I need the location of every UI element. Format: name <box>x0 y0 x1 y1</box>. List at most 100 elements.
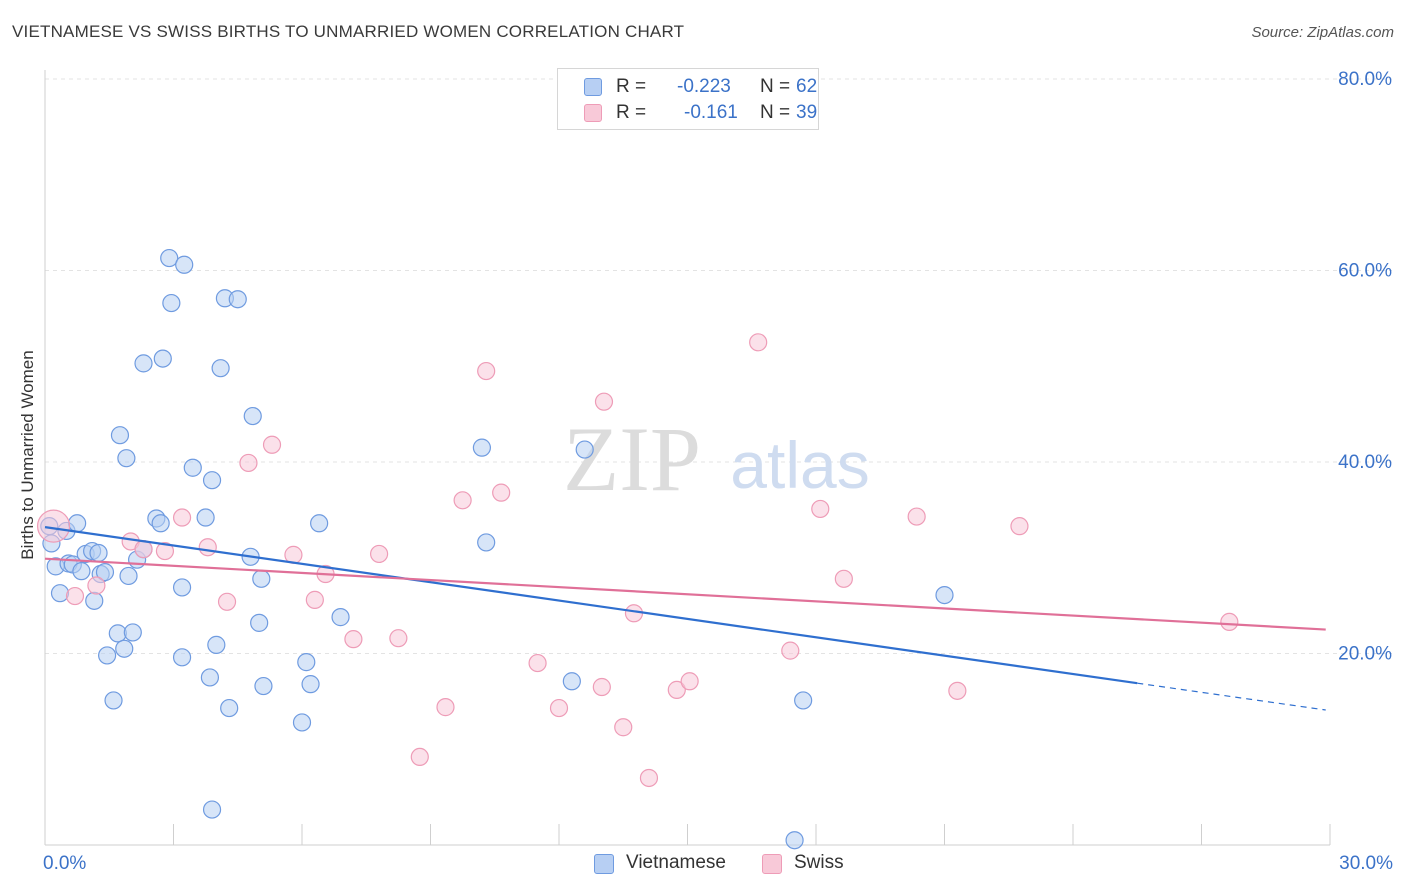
trendline-extension-vietnamese <box>1137 682 1326 711</box>
point-vietnamese <box>310 514 329 533</box>
point-vietnamese <box>297 653 316 672</box>
y-tick-label: 80.0% <box>1338 69 1392 90</box>
y-tick-label: 20.0% <box>1338 644 1392 665</box>
point-vietnamese <box>575 440 594 459</box>
point-swiss <box>614 718 633 737</box>
point-swiss <box>594 392 614 411</box>
point-swiss <box>172 508 192 527</box>
point-vietnamese <box>196 508 215 527</box>
legend-r-label: R = <box>616 102 647 123</box>
tick-labels: 20.0% 40.0% 60.0% 80.0% 0.0% 30.0% <box>43 69 1393 874</box>
point-swiss <box>834 569 853 588</box>
point-vietnamese <box>472 438 491 457</box>
point-vietnamese <box>935 585 954 605</box>
point-vietnamese <box>477 533 496 552</box>
legend-n-label: N = <box>760 76 791 97</box>
point-vietnamese <box>85 591 104 610</box>
point-swiss <box>389 629 408 648</box>
point-vietnamese <box>162 293 181 313</box>
point-vietnamese <box>104 691 123 710</box>
point-vietnamese <box>211 359 230 378</box>
point-vietnamese <box>95 563 115 582</box>
point-vietnamese <box>68 514 87 533</box>
point-swiss <box>305 590 324 609</box>
axes <box>44 70 1331 846</box>
point-swiss <box>410 747 429 767</box>
point-swiss <box>549 698 569 718</box>
point-vietnamese <box>794 691 813 710</box>
trendline-vietnamese <box>44 526 1138 685</box>
point-swiss <box>370 544 389 564</box>
bottom-legend-label-vietnamese: Vietnamese <box>626 852 726 873</box>
point-vietnamese <box>89 543 108 563</box>
legend-n-value: 62 <box>796 76 818 97</box>
point-swiss <box>781 641 800 660</box>
legend-swatch-vietnamese <box>584 78 602 96</box>
point-swiss <box>639 768 659 788</box>
x-tick-label-min: 0.0% <box>43 853 86 874</box>
correlation-legend: R = -0.223 N = 62 R = -0.161 N = 39 <box>557 68 819 130</box>
point-swiss <box>134 540 153 559</box>
legend-r-label: R = <box>616 76 647 97</box>
chart-source: Source: ZipAtlas.com <box>1251 24 1394 41</box>
point-vietnamese <box>153 349 172 368</box>
point-vietnamese <box>202 800 222 819</box>
trendline-swiss <box>44 557 1326 631</box>
point-vietnamese <box>160 248 179 268</box>
point-swiss <box>155 541 175 561</box>
point-vietnamese <box>562 672 581 691</box>
point-vietnamese <box>228 290 247 309</box>
series-swiss-points <box>36 333 1239 788</box>
point-vietnamese <box>98 646 117 665</box>
point-vietnamese <box>785 831 804 850</box>
point-vietnamese <box>119 566 138 586</box>
point-vietnamese <box>50 584 70 603</box>
grid-lines <box>45 78 1392 654</box>
point-swiss <box>624 604 644 623</box>
bottom-legend-label-swiss: Swiss <box>794 852 844 873</box>
point-vietnamese <box>134 354 153 373</box>
point-swiss <box>453 491 472 510</box>
series-vietnamese-points <box>40 248 954 850</box>
point-swiss <box>1220 612 1239 632</box>
point-vietnamese <box>200 668 220 687</box>
chart-title: VIETNAMESE VS SWISS BIRTHS TO UNMARRIED … <box>12 22 685 41</box>
point-swiss <box>87 576 106 595</box>
point-swiss <box>811 499 830 519</box>
point-vietnamese <box>115 639 134 658</box>
point-swiss <box>344 630 363 649</box>
legend-r-value: -0.223 <box>677 76 731 97</box>
trend-lines <box>44 526 1326 711</box>
point-vietnamese <box>175 255 194 274</box>
point-vietnamese <box>207 635 226 654</box>
point-swiss <box>198 538 217 557</box>
point-vietnamese <box>292 713 312 732</box>
point-vietnamese <box>301 675 320 694</box>
bottom-legend-swatch-vietnamese <box>594 854 614 874</box>
point-vietnamese <box>172 578 192 597</box>
point-vietnamese <box>331 608 350 627</box>
point-swiss <box>907 507 926 526</box>
point-swiss <box>528 653 547 673</box>
point-swiss <box>36 509 71 543</box>
point-vietnamese <box>243 406 262 426</box>
point-swiss <box>680 672 699 691</box>
point-vietnamese <box>254 676 273 696</box>
point-swiss <box>492 483 511 502</box>
point-swiss <box>667 680 686 699</box>
point-swiss <box>948 681 967 700</box>
point-swiss <box>477 361 496 381</box>
point-vietnamese <box>110 426 130 445</box>
data-points <box>36 248 1239 850</box>
legend-swatch-swiss <box>584 104 602 122</box>
point-vietnamese <box>123 623 142 642</box>
y-tick-label: 60.0% <box>1338 261 1392 282</box>
legend-n-value: 39 <box>796 102 818 123</box>
point-vietnamese <box>252 569 271 588</box>
watermark-atlas: atlas <box>730 428 869 502</box>
point-vietnamese <box>172 648 192 667</box>
point-swiss <box>262 435 282 454</box>
point-vietnamese <box>202 471 222 490</box>
point-vietnamese <box>183 458 202 477</box>
